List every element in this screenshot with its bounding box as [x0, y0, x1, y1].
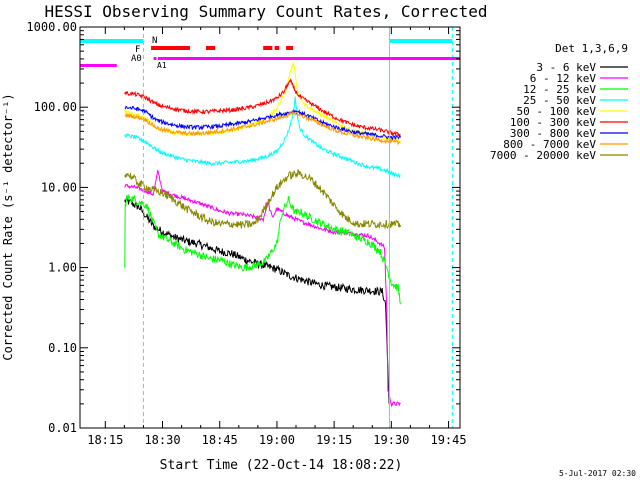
annotation-attenuator-a1: A1 [157, 61, 167, 70]
x-tick-label: 19:00 [259, 433, 295, 447]
annotation-night: N [152, 36, 157, 46]
y-tick-label: 1.00 [48, 261, 77, 275]
series-line-800-7000-kev [124, 110, 401, 146]
legend-label: 300 - 800 keV [510, 127, 596, 140]
flare-bar-3 [263, 46, 273, 50]
legend-label: 6 - 12 keV [530, 72, 597, 85]
x-tick-label: 19:45 [430, 433, 466, 447]
series-line-12-25-kev [124, 194, 401, 305]
x-tick-label: 18:30 [144, 433, 180, 447]
attenuator-marker [153, 57, 157, 60]
x-tick-label: 18:15 [87, 433, 123, 447]
chart-title: HESSI Observing Summary Count Rates, Cor… [44, 2, 487, 21]
x-axis-label: Start Time (22-Oct-14 18:08:22) [160, 458, 403, 473]
axes-layer: 18:15 18:30 18:45 19:00 19:15 19:30 19:45 0.01 0… [26, 20, 466, 447]
flare-bar-4 [274, 46, 280, 50]
y-tick-label: 0.01 [48, 421, 77, 435]
legend-label: 800 - 7000 keV [503, 138, 596, 151]
y-tick-label: 1000.00 [26, 20, 77, 34]
x-tick-label: 19:15 [316, 433, 352, 447]
legend-label: 12 - 25 keV [523, 83, 596, 96]
y-axis-label: Corrected Count Rate (s⁻¹ detector⁻¹) [1, 93, 15, 360]
series-layer [124, 61, 401, 408]
series-line-25-50-kev [124, 96, 401, 179]
annotation-attenuator-a0: A0 [131, 54, 142, 64]
flags-layer [80, 27, 461, 428]
flare-bar-2 [205, 46, 216, 50]
flare-bar-1 [151, 46, 190, 50]
series-line-3-6-kev [124, 197, 390, 404]
series-line-7000-20000-kev [124, 169, 401, 230]
night-bar-1 [80, 39, 144, 43]
y-tick-label: 100.00 [34, 100, 77, 114]
footer-date: 5-Jul-2017 02:30 [559, 469, 636, 478]
legend-label: 3 - 6 keV [536, 61, 596, 74]
series-line-300-800-kev [124, 105, 401, 141]
y-tick-label: 0.10 [48, 341, 77, 355]
x-tick-label: 18:45 [202, 433, 238, 447]
legend-label: 50 - 100 keV [517, 105, 597, 118]
legend-label: 25 - 50 keV [523, 94, 596, 107]
plot-frame [79, 26, 461, 429]
night-bar-2 [389, 39, 453, 43]
series-line-6-12-kev [124, 169, 401, 408]
flare-bar-5 [286, 46, 293, 50]
attenuator-a1-bar [157, 57, 461, 60]
annotation-flare: F [135, 45, 140, 55]
attenuator-a0-bar [80, 64, 117, 67]
x-tick-label: 19:30 [373, 433, 409, 447]
legend-label: 7000 - 20000 keV [490, 149, 596, 162]
series-line-100-300-kev [124, 78, 401, 138]
legend-title: Det 1,3,6,9 [555, 42, 628, 55]
legend-label: 100 - 300 keV [510, 116, 596, 129]
y-tick-label: 10.00 [41, 180, 77, 194]
